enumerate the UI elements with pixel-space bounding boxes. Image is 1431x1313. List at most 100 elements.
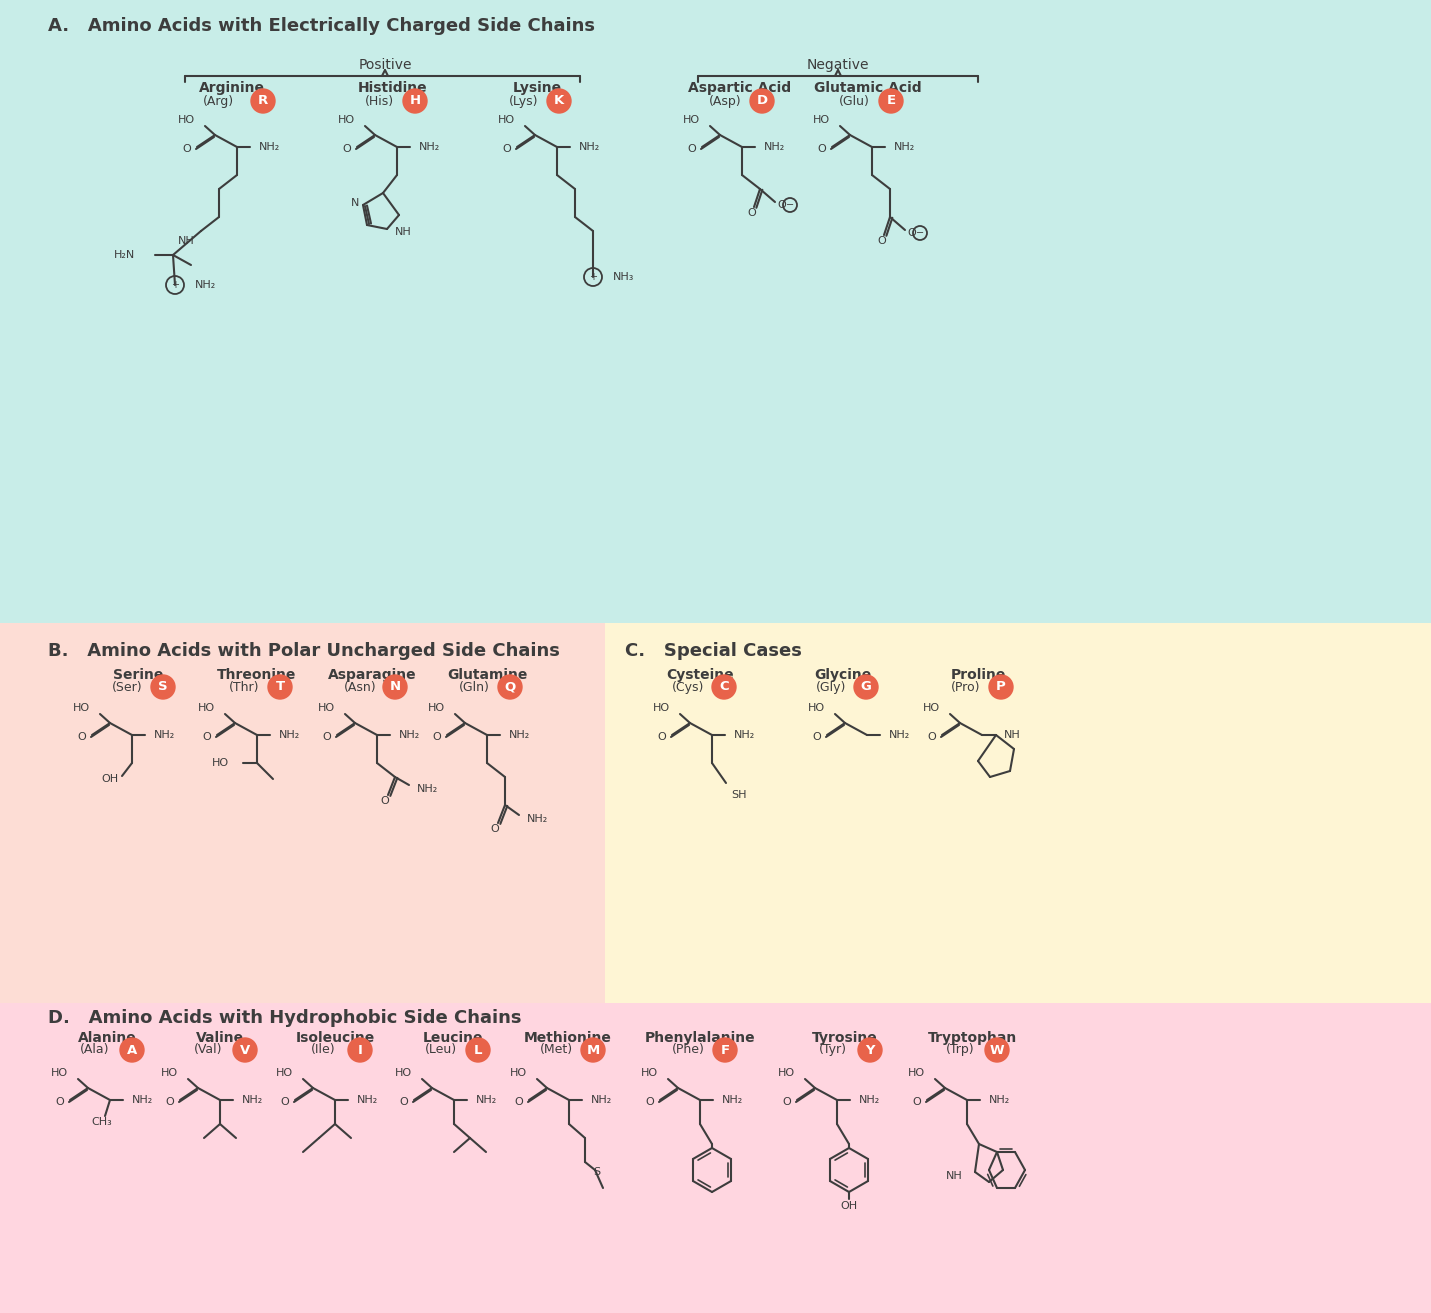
Circle shape bbox=[985, 1039, 1009, 1062]
Text: O: O bbox=[783, 1096, 791, 1107]
Text: Glycine: Glycine bbox=[814, 668, 871, 681]
Circle shape bbox=[750, 89, 774, 113]
Text: (Val): (Val) bbox=[193, 1044, 222, 1057]
Circle shape bbox=[268, 675, 292, 699]
Text: P: P bbox=[996, 680, 1006, 693]
Text: NH₂: NH₂ bbox=[416, 784, 438, 794]
Text: HO: HO bbox=[338, 116, 355, 125]
Text: HO: HO bbox=[73, 702, 90, 713]
Text: NH₂: NH₂ bbox=[580, 142, 600, 152]
Text: A: A bbox=[127, 1044, 137, 1057]
Text: (Trp): (Trp) bbox=[946, 1044, 975, 1057]
Text: +: + bbox=[590, 272, 597, 282]
Bar bbox=[605, 622, 1431, 1003]
Text: S: S bbox=[159, 680, 167, 693]
Text: NH₂: NH₂ bbox=[509, 730, 531, 741]
Text: C.   Special Cases: C. Special Cases bbox=[625, 642, 801, 660]
Text: Tyrosine: Tyrosine bbox=[813, 1031, 877, 1045]
Text: N: N bbox=[389, 680, 401, 693]
Text: HO: HO bbox=[509, 1067, 527, 1078]
Text: F: F bbox=[720, 1044, 730, 1057]
Text: HO: HO bbox=[498, 116, 515, 125]
Circle shape bbox=[879, 89, 903, 113]
Text: Q: Q bbox=[504, 680, 515, 693]
Text: HO: HO bbox=[318, 702, 335, 713]
Text: HO: HO bbox=[641, 1067, 658, 1078]
Text: NH: NH bbox=[395, 227, 412, 238]
Text: NH₂: NH₂ bbox=[242, 1095, 263, 1106]
Text: (Ile): (Ile) bbox=[311, 1044, 335, 1057]
Text: I: I bbox=[358, 1044, 362, 1057]
Text: S: S bbox=[594, 1167, 601, 1176]
Text: CH₃: CH₃ bbox=[92, 1117, 113, 1127]
Text: (Gln): (Gln) bbox=[458, 680, 489, 693]
Text: (Asn): (Asn) bbox=[343, 680, 376, 693]
Text: M: M bbox=[587, 1044, 600, 1057]
Text: HO: HO bbox=[778, 1067, 796, 1078]
Text: HO: HO bbox=[813, 116, 830, 125]
Text: HO: HO bbox=[395, 1067, 412, 1078]
Circle shape bbox=[120, 1039, 145, 1062]
Text: HO: HO bbox=[428, 702, 445, 713]
Text: W: W bbox=[990, 1044, 1005, 1057]
Text: (Leu): (Leu) bbox=[425, 1044, 456, 1057]
Text: Methionine: Methionine bbox=[524, 1031, 612, 1045]
Text: NH₂: NH₂ bbox=[734, 730, 756, 741]
Text: NH₂: NH₂ bbox=[195, 280, 216, 290]
Text: Isoleucine: Isoleucine bbox=[295, 1031, 375, 1045]
Text: (Tyr): (Tyr) bbox=[819, 1044, 847, 1057]
Text: Lysine: Lysine bbox=[512, 81, 561, 95]
Bar bbox=[0, 0, 1431, 622]
Text: OH: OH bbox=[840, 1201, 857, 1211]
Text: NH₂: NH₂ bbox=[419, 142, 441, 152]
Text: NH₂: NH₂ bbox=[356, 1095, 378, 1106]
Text: Negative: Negative bbox=[807, 58, 869, 72]
Text: O: O bbox=[183, 144, 192, 154]
Circle shape bbox=[989, 675, 1013, 699]
Circle shape bbox=[233, 1039, 258, 1062]
Text: NH₂: NH₂ bbox=[279, 730, 301, 741]
Bar bbox=[0, 1003, 1431, 1313]
Text: (Thr): (Thr) bbox=[229, 680, 259, 693]
Text: Tryptophan: Tryptophan bbox=[927, 1031, 1016, 1045]
Text: HO: HO bbox=[212, 758, 229, 768]
Text: C: C bbox=[720, 680, 728, 693]
Text: (Cys): (Cys) bbox=[671, 680, 704, 693]
Text: Y: Y bbox=[866, 1044, 874, 1057]
Text: O: O bbox=[77, 733, 86, 742]
Text: Serine: Serine bbox=[113, 668, 163, 681]
Text: (Phe): (Phe) bbox=[671, 1044, 704, 1057]
Text: (Pro): (Pro) bbox=[952, 680, 980, 693]
Text: O: O bbox=[747, 207, 757, 218]
Text: O: O bbox=[515, 1096, 524, 1107]
Text: (Arg): (Arg) bbox=[202, 95, 233, 108]
Text: NH₃: NH₃ bbox=[612, 272, 634, 282]
Text: NH₂: NH₂ bbox=[591, 1095, 612, 1106]
Text: O: O bbox=[813, 733, 821, 742]
Text: NH: NH bbox=[177, 236, 195, 246]
Text: NH₂: NH₂ bbox=[399, 730, 421, 741]
Text: NH₂: NH₂ bbox=[723, 1095, 743, 1106]
Text: Glutamine: Glutamine bbox=[446, 668, 527, 681]
Text: NH₂: NH₂ bbox=[155, 730, 175, 741]
Text: Threonine: Threonine bbox=[218, 668, 296, 681]
Text: O: O bbox=[399, 1096, 408, 1107]
Text: (Ser): (Ser) bbox=[112, 680, 142, 693]
Text: OH: OH bbox=[100, 773, 117, 784]
Text: HO: HO bbox=[907, 1067, 924, 1078]
Text: HO: HO bbox=[276, 1067, 293, 1078]
Text: O: O bbox=[322, 733, 332, 742]
Text: K: K bbox=[554, 95, 564, 108]
Circle shape bbox=[859, 1039, 881, 1062]
Text: SH: SH bbox=[731, 790, 747, 800]
Text: (His): (His) bbox=[365, 95, 394, 108]
Text: NH₂: NH₂ bbox=[764, 142, 786, 152]
Text: O: O bbox=[166, 1096, 175, 1107]
Text: (Met): (Met) bbox=[539, 1044, 572, 1057]
Text: O: O bbox=[777, 200, 787, 210]
Text: NH₂: NH₂ bbox=[989, 1095, 1010, 1106]
Text: (Lys): (Lys) bbox=[509, 95, 538, 108]
Text: Aspartic Acid: Aspartic Acid bbox=[688, 81, 791, 95]
Text: NH: NH bbox=[946, 1171, 963, 1180]
Circle shape bbox=[854, 675, 879, 699]
